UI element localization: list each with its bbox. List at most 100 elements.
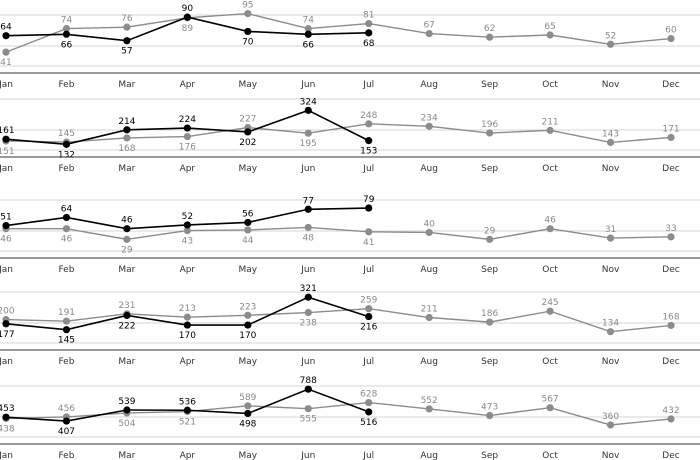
month-tick-label: May <box>239 265 258 275</box>
data-label: 48 <box>303 233 315 243</box>
data-label: 213 <box>179 304 196 314</box>
month-tick-label: May <box>239 80 258 90</box>
previous-year-point <box>365 398 373 407</box>
previous-year-line <box>5 307 672 333</box>
previous-year-point <box>304 129 312 137</box>
previous-year-point <box>2 48 10 56</box>
month-tick-label: Feb <box>58 357 74 367</box>
current-year-point <box>304 293 312 301</box>
month-tick-label: Aug <box>420 265 438 275</box>
data-label: 211 <box>541 117 558 127</box>
current-year-point <box>183 221 191 229</box>
data-label: 62 <box>484 24 495 34</box>
month-tick-label: May <box>239 357 258 367</box>
current-year-point <box>62 140 71 148</box>
previous-year-point <box>304 24 312 33</box>
month-tick-label: Jul <box>362 80 374 90</box>
data-label: 64 <box>61 204 73 214</box>
current-year-point <box>365 408 373 416</box>
data-label: 176 <box>179 143 196 153</box>
month-tick-label: Jul <box>362 265 374 275</box>
data-label: 90 <box>182 4 194 14</box>
month-tick-label: May <box>239 451 258 460</box>
previous-year-point <box>425 29 433 38</box>
previous-year-point <box>606 234 615 242</box>
month-tick-label: Nov <box>602 451 620 460</box>
data-label: 29 <box>121 245 133 255</box>
previous-year-line <box>6 226 672 241</box>
month-tick-label: Dec <box>662 80 679 90</box>
current-year-point <box>62 326 71 334</box>
previous-year-point <box>486 235 494 243</box>
month-tick-label: Apr <box>180 80 196 90</box>
data-label: 66 <box>61 40 73 50</box>
month-tick-label: Mar <box>118 451 135 460</box>
current-year-point <box>62 417 71 425</box>
data-label: 51 <box>0 213 11 223</box>
month-tick-label: Jan <box>0 80 13 90</box>
previous-year-point <box>244 226 252 234</box>
previous-year-point <box>667 233 675 241</box>
month-tick-label: Oct <box>542 80 558 90</box>
current-year-point <box>304 30 312 38</box>
previous-year-line <box>5 12 672 53</box>
month-tick-label: Mar <box>118 80 135 90</box>
data-label: 168 <box>662 312 679 322</box>
month-tick-label: Oct <box>542 265 558 275</box>
data-label: 234 <box>421 113 438 123</box>
current-year-point <box>123 225 131 233</box>
previous-year-point <box>486 411 494 420</box>
current-year-point <box>304 106 312 114</box>
previous-year-point <box>667 415 675 423</box>
current-year-point <box>304 385 312 393</box>
previous-year-point <box>546 225 554 233</box>
month-tick-label: Aug <box>420 80 438 90</box>
data-label: 33 <box>665 224 676 234</box>
current-year-point <box>183 13 191 21</box>
data-label: 196 <box>481 120 498 130</box>
month-tick-label: Nov <box>602 357 620 367</box>
month-tick-label: Nov <box>602 80 620 90</box>
data-label: 60 <box>665 26 677 36</box>
previous-year-point <box>546 307 554 315</box>
data-label: 407 <box>58 427 75 437</box>
data-label: 238 <box>300 319 317 329</box>
data-label: 40 <box>423 219 435 229</box>
data-label: 76 <box>121 14 133 24</box>
data-label: 151 <box>0 147 15 157</box>
data-label: 231 <box>118 301 135 311</box>
previous-year-point <box>425 313 433 322</box>
current-year-point <box>183 406 191 414</box>
current-year-point <box>123 37 131 45</box>
data-label: 56 <box>242 209 254 219</box>
month-tick-label: Jul <box>362 164 374 174</box>
previous-year-point <box>244 9 252 18</box>
month-tick-label: Feb <box>58 265 74 275</box>
data-label: 245 <box>541 298 558 308</box>
data-label: 29 <box>484 226 496 236</box>
previous-year-point <box>606 421 615 429</box>
data-label: 52 <box>182 212 193 222</box>
month-tick-label: Jan <box>0 164 13 174</box>
data-label: 145 <box>58 336 75 346</box>
data-label: 171 <box>662 124 679 134</box>
data-label: 224 <box>179 115 196 125</box>
data-label: 324 <box>300 97 317 107</box>
previous-year-point <box>365 305 373 313</box>
data-label: 134 <box>602 319 619 329</box>
current-year-point <box>2 221 10 230</box>
data-label: 43 <box>182 237 193 247</box>
current-year-point <box>365 204 373 212</box>
data-label: 89 <box>182 24 194 34</box>
previous-year-point <box>667 321 675 330</box>
previous-year-point <box>667 34 675 43</box>
data-label: 66 <box>303 40 315 50</box>
previous-year-point <box>546 126 554 134</box>
data-label: 211 <box>421 305 438 315</box>
current-year-point <box>2 32 10 40</box>
data-label: 202 <box>239 138 256 148</box>
data-label: 170 <box>179 331 196 341</box>
current-year-point <box>123 406 131 414</box>
data-label: 68 <box>363 39 375 49</box>
data-label: 195 <box>300 139 317 149</box>
